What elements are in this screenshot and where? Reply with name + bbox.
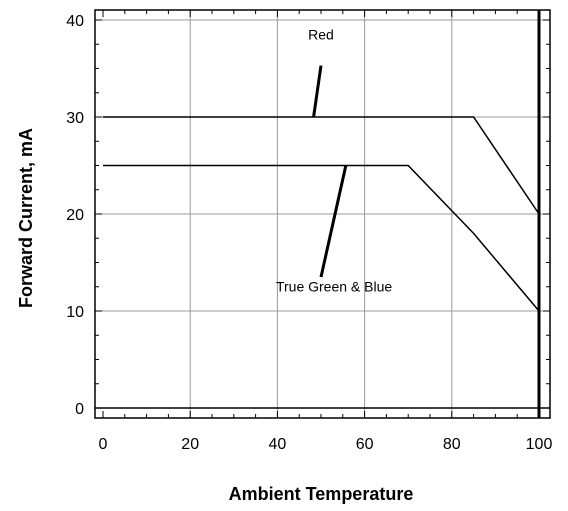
- tick-labels: 0 20 40 60 80 100 0 10 20 30 40: [66, 13, 552, 453]
- annotation-label-0: Red: [308, 26, 334, 42]
- y-axis-title: Forward Current, mA: [16, 128, 36, 308]
- x-tick-label: 80: [443, 436, 461, 453]
- grid: [95, 10, 550, 418]
- x-tick-label: 40: [269, 436, 287, 453]
- annotation-pointer-0: [312, 65, 323, 118]
- x-tick-label: 20: [181, 436, 199, 453]
- series-line-1: [103, 164, 540, 312]
- y-tick-label: 10: [66, 304, 84, 321]
- y-tick-label: 20: [66, 207, 84, 224]
- series-line-0: [103, 116, 540, 215]
- annotation-label-1: True Green & Blue: [276, 279, 392, 295]
- x-tick-label: 0: [99, 436, 108, 453]
- annotation-pointer-1: [319, 165, 348, 278]
- series-lines: [103, 116, 540, 312]
- y-tick-label: 30: [66, 110, 84, 127]
- y-tick-label: 40: [66, 13, 84, 30]
- plot-frame: [94, 9, 551, 419]
- annotations: Red True Green & Blue: [276, 26, 392, 294]
- y-tick-label: 0: [75, 401, 84, 418]
- x-tick-label: 100: [526, 436, 553, 453]
- x-axis-title: Ambient Temperature: [229, 484, 414, 504]
- x-tick-label: 60: [356, 436, 374, 453]
